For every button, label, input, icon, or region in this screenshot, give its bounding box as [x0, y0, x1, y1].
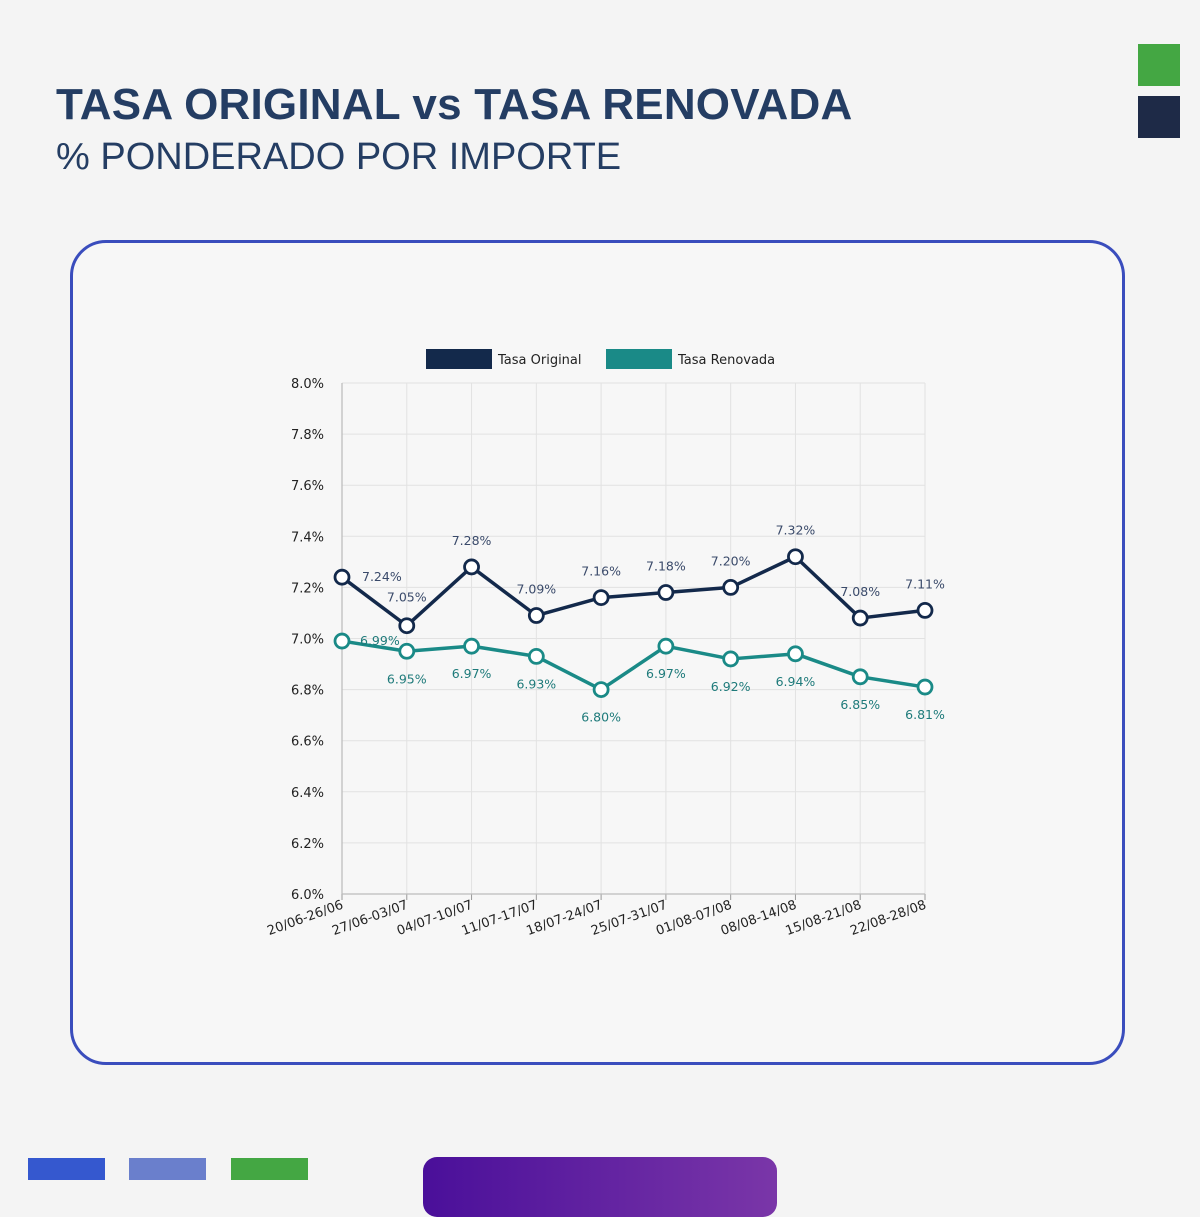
data-point [851, 668, 869, 686]
data-label: 7.18% [646, 559, 686, 574]
green-square-decoration [1138, 44, 1180, 86]
periwinkle-bar-decoration [129, 1158, 206, 1180]
data-point [398, 617, 416, 635]
data-point [851, 609, 869, 627]
data-point [333, 568, 351, 586]
data-point [722, 579, 740, 596]
data-label: 7.24% [362, 569, 402, 584]
legend-label-0: Tasa Original [497, 353, 582, 368]
data-label: 6.97% [452, 666, 492, 681]
page-subtitle: % PONDERADO POR IMPORTE [56, 136, 622, 178]
purple-pill-decoration [423, 1157, 777, 1217]
data-point [592, 589, 610, 607]
legend-swatch-1 [606, 349, 672, 369]
data-point [657, 637, 675, 655]
data-label: 7.20% [711, 553, 751, 568]
data-point [527, 647, 545, 665]
data-point [787, 548, 804, 566]
data-label: 6.85% [840, 697, 880, 712]
y-tick-label: 7.0% [291, 633, 324, 648]
page-title: TASA ORIGINAL vs TASA RENOVADA [56, 80, 853, 129]
y-tick-label: 6.8% [291, 684, 324, 699]
data-point [527, 607, 545, 624]
data-label: 7.09% [516, 582, 556, 597]
green-bar-decoration [231, 1158, 308, 1180]
data-point [657, 584, 675, 601]
legend-swatch-0 [426, 349, 492, 369]
y-tick-label: 7.8% [291, 428, 324, 443]
data-label: 7.05% [387, 590, 427, 605]
chart-card [70, 240, 1125, 1065]
data-point [333, 632, 351, 650]
data-point [916, 601, 934, 619]
data-label: 6.95% [387, 671, 427, 686]
data-label: 6.97% [646, 666, 686, 681]
y-tick-label: 8.0% [291, 377, 324, 392]
data-label: 6.94% [776, 674, 816, 689]
y-tick-label: 6.4% [291, 786, 324, 801]
y-tick-label: 6.2% [291, 837, 324, 852]
data-label: 6.99% [360, 633, 400, 648]
y-tick-label: 7.2% [291, 581, 324, 596]
data-point [916, 678, 934, 696]
y-tick-label: 6.6% [291, 735, 324, 750]
series-line-1 [341, 639, 926, 692]
data-label: 6.80% [581, 710, 621, 725]
data-label: 7.28% [452, 533, 492, 548]
y-tick-label: 7.4% [291, 530, 324, 545]
data-label: 7.32% [776, 523, 816, 538]
data-point [592, 681, 610, 698]
y-tick-label: 7.6% [291, 479, 324, 494]
data-label: 7.16% [581, 564, 621, 579]
navy-square-decoration [1138, 96, 1180, 138]
data-label: 7.08% [840, 584, 880, 599]
data-point [787, 645, 804, 663]
data-point [722, 650, 740, 668]
data-point [463, 637, 480, 655]
data-label: 6.93% [516, 676, 556, 691]
data-label: 6.92% [711, 679, 751, 694]
series-line-0 [340, 554, 926, 628]
data-point [398, 642, 416, 660]
data-point [463, 558, 480, 576]
blue-bar-decoration [28, 1158, 105, 1180]
data-label: 6.81% [905, 707, 945, 722]
y-tick-label: 6.0% [291, 888, 324, 903]
legend-label-1: Tasa Renovada [677, 353, 775, 368]
data-label: 7.11% [905, 576, 945, 591]
